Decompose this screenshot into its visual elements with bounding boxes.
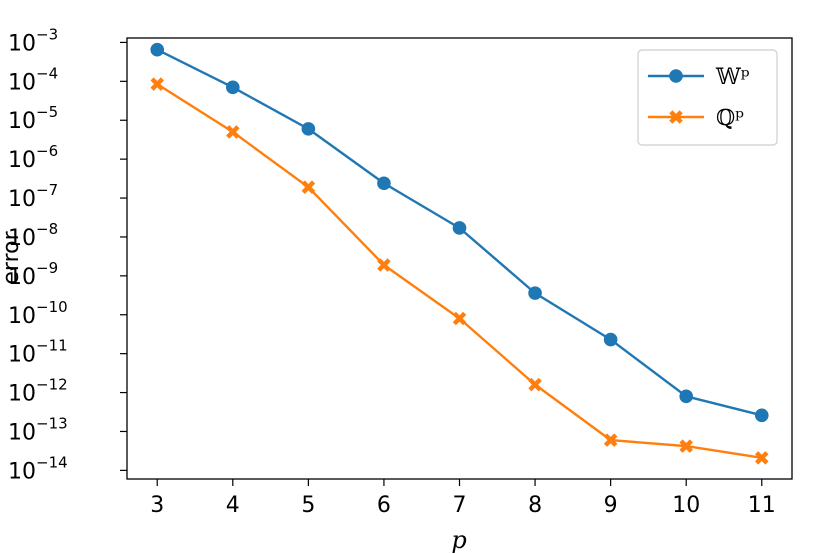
data-point (528, 377, 542, 392)
y-axis-ticks: 10−3 10−4 10−5 10−6 10−7 10−8 10−9 10−10 10−11 10… (8, 25, 127, 484)
data-point (225, 80, 240, 95)
data-point (226, 125, 240, 139)
legend-frame (637, 49, 778, 146)
data-point (150, 77, 164, 91)
x-tick-label: 9 (604, 493, 618, 518)
y-tick-label: 10−9 (8, 259, 58, 290)
data-point (603, 433, 618, 447)
x-tick-label: 10 (672, 493, 700, 518)
x-tick-label: 7 (453, 493, 467, 518)
data-point (452, 221, 467, 235)
y-tick-label: 10−10 (8, 298, 68, 329)
y-tick-label: 10−5 (8, 103, 58, 134)
legend-marker (669, 69, 683, 83)
data-point (603, 332, 618, 347)
y-tick-label: 10−4 (8, 64, 58, 95)
series-q (150, 77, 769, 465)
legend-label: 𝕎ᵖ (715, 65, 750, 90)
data-point (150, 42, 165, 57)
data-point (679, 389, 694, 404)
series-layer (150, 42, 769, 465)
legend-label: ℚᵖ (716, 106, 744, 131)
legend-marker (669, 110, 683, 124)
x-tick-label: 11 (748, 493, 776, 518)
x-tick-label: 3 (150, 493, 164, 518)
legend-entry: ℚᵖ (648, 106, 744, 131)
x-tick-label: 8 (528, 493, 542, 518)
x-tick-label: 5 (301, 493, 315, 518)
data-point (679, 439, 693, 453)
data-point (301, 122, 316, 136)
y-tick-label: 10−13 (8, 414, 68, 445)
x-axis-ticks: 3 4 5 6 7 8 9 10 11 (150, 479, 776, 518)
data-point (452, 311, 467, 326)
data-point (754, 408, 769, 423)
data-point (755, 451, 769, 465)
data-point (301, 180, 316, 194)
data-point (528, 286, 542, 300)
y-tick-label: 10−3 (8, 25, 58, 56)
x-tick-label: 4 (226, 493, 240, 518)
x-tick-label: 6 (377, 493, 391, 518)
plot-frame (126, 37, 793, 480)
series-w (150, 42, 769, 423)
y-axis-label: error (0, 230, 24, 284)
y-tick-label: 10−6 (8, 142, 58, 173)
y-tick-label: 10−12 (8, 376, 68, 407)
y-tick-label: 10−7 (8, 181, 58, 212)
data-point (377, 258, 391, 272)
legend-entry: 𝕎ᵖ (648, 65, 750, 90)
x-axis-label: p (451, 526, 466, 554)
legend: 𝕎ᵖ ℚᵖ (637, 49, 778, 146)
y-tick-label: 10−14 (8, 453, 68, 484)
data-point (377, 176, 391, 191)
y-tick-label: 10−11 (8, 337, 68, 368)
y-tick-label: 10−8 (8, 220, 58, 251)
